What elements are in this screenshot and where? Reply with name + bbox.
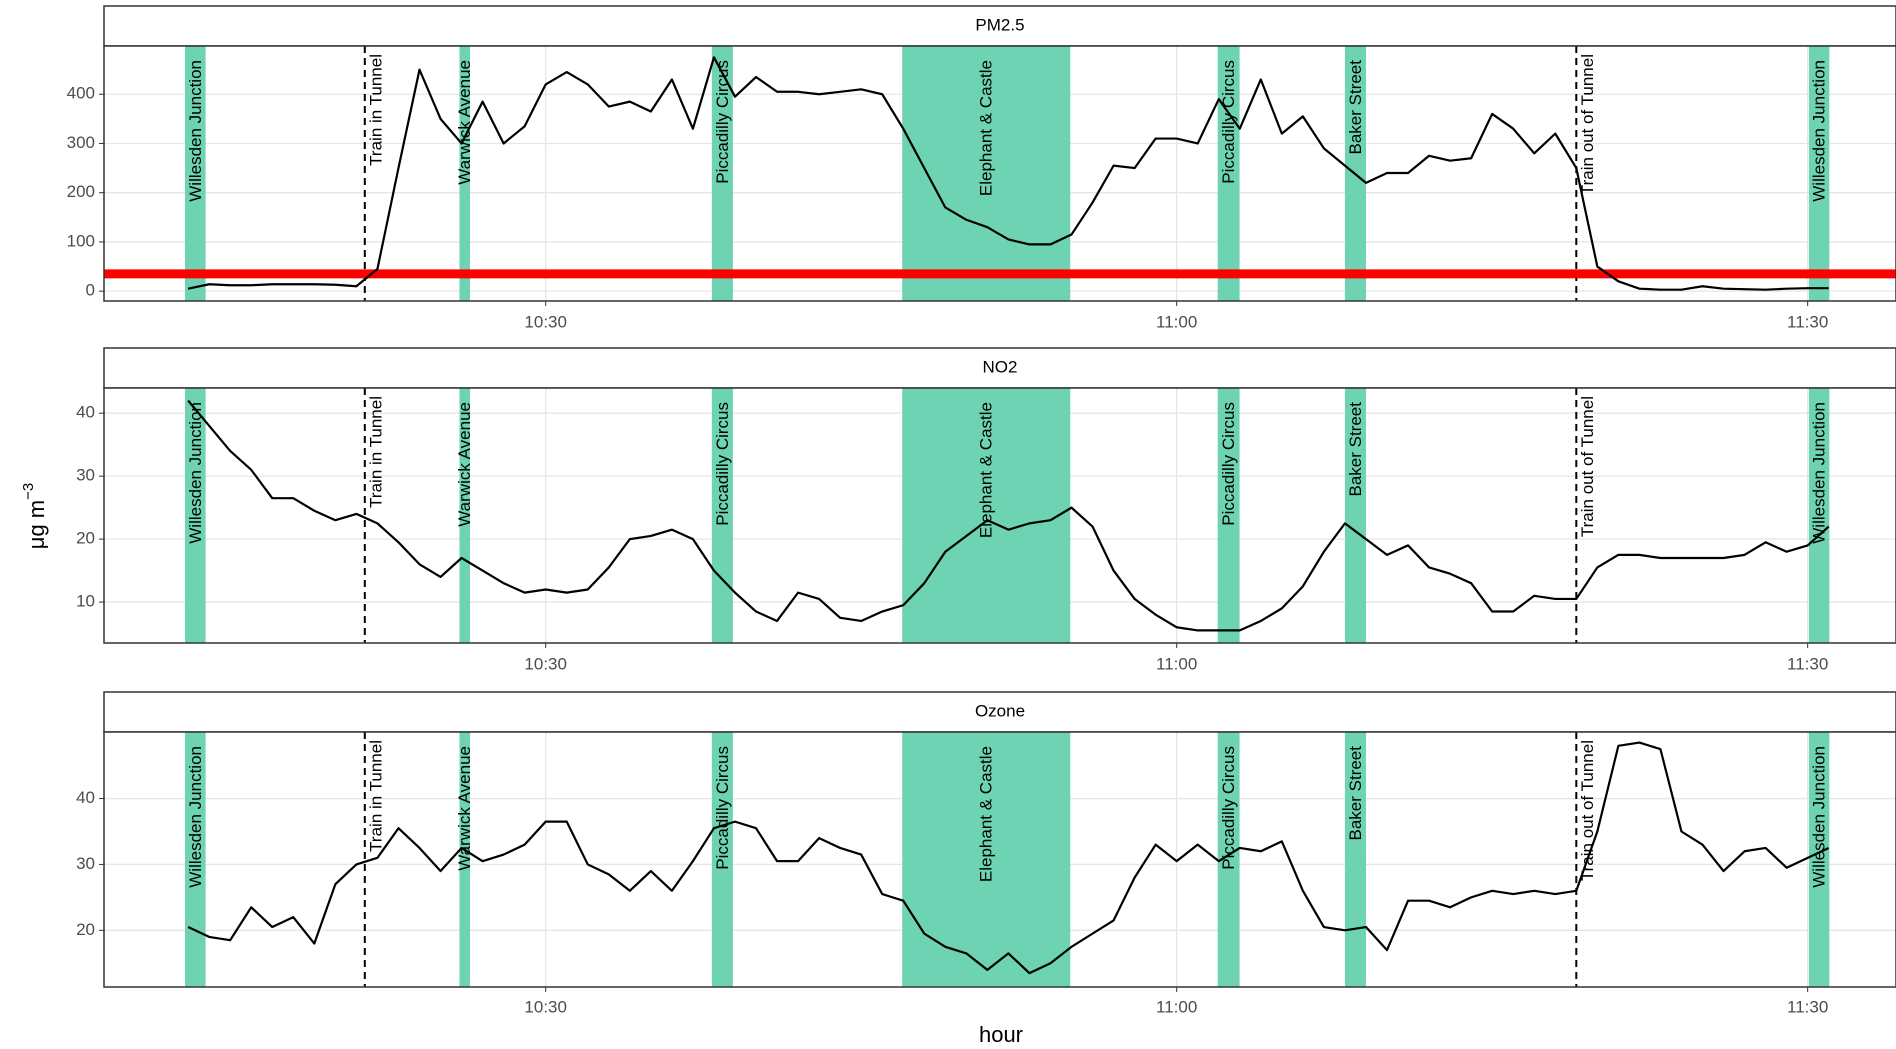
x-tick-label: 10:30: [524, 654, 567, 673]
x-tick-label: 11:30: [1787, 312, 1828, 331]
station-band: [459, 46, 470, 301]
station-label: Warwick Avenue: [455, 746, 474, 871]
station-band: [1217, 732, 1240, 987]
station-band: [1808, 388, 1830, 643]
station-label: Baker Street: [1346, 402, 1365, 497]
strip-title: NO2: [983, 357, 1018, 376]
station-label: Willesden Junction: [186, 746, 205, 888]
tunnel-label: Train in Tunnel: [366, 740, 385, 852]
panel-border: [103, 731, 1896, 988]
panel-border: [103, 45, 1896, 302]
station-band: [711, 388, 733, 643]
station-label: Piccadilly Circus: [713, 60, 732, 184]
tunnel-label: Train out of Tunnel: [1578, 396, 1597, 537]
x-tick-label: 10:30: [524, 312, 567, 331]
y-axis-label-sup: −3: [20, 483, 37, 500]
tunnel-label: Train out of Tunnel: [1578, 54, 1597, 195]
y-tick-label: 20: [76, 920, 95, 939]
station-label: Warwick Avenue: [455, 60, 474, 185]
station-band: [459, 732, 470, 987]
y-tick-label: 200: [67, 182, 95, 201]
station-band: [1808, 46, 1830, 301]
station-label: Baker Street: [1346, 746, 1365, 841]
y-tick-label: 30: [76, 466, 95, 485]
station-band: [711, 46, 733, 301]
x-tick-label: 11:00: [1156, 654, 1197, 673]
tunnel-label: Train out of Tunnel: [1578, 740, 1597, 881]
y-tick-label: 0: [86, 281, 95, 300]
y-tick-label: 40: [76, 788, 95, 807]
y-tick-label: 40: [76, 403, 95, 422]
x-tick-label: 11:30: [1787, 997, 1828, 1016]
station-label: Willesden Junction: [186, 60, 205, 202]
y-tick-label: 100: [67, 231, 95, 250]
station-band: [459, 388, 470, 643]
station-label: Willesden Junction: [1810, 402, 1829, 544]
station-label: Piccadilly Circus: [713, 746, 732, 870]
station-label: Willesden Junction: [1810, 60, 1829, 202]
x-axis-label: hour: [979, 1022, 1023, 1047]
station-band: [184, 732, 206, 987]
station-label: Elephant & Castle: [977, 402, 996, 538]
station-label: Piccadilly Circus: [1219, 402, 1238, 526]
strip-title: Ozone: [975, 701, 1025, 720]
station-band: [1344, 732, 1366, 987]
panel-border: [103, 387, 1896, 644]
station-label: Willesden Junction: [186, 402, 205, 544]
data-line: [187, 399, 1830, 632]
station-band: [184, 46, 206, 301]
station-band: [902, 388, 1071, 643]
x-tick-label: 10:30: [524, 997, 567, 1016]
x-tick-label: 11:00: [1156, 997, 1197, 1016]
station-band: [902, 732, 1071, 987]
y-tick-label: 400: [67, 84, 95, 103]
station-label: Elephant & Castle: [977, 60, 996, 196]
station-band: [184, 388, 206, 643]
strip: [103, 691, 1896, 733]
station-band: [902, 46, 1071, 301]
strip: [103, 5, 1896, 47]
strip: [103, 347, 1896, 389]
station-band: [1217, 46, 1240, 301]
data-line: [187, 741, 1830, 975]
strip-title: PM2.5: [975, 15, 1024, 34]
station-band: [1808, 732, 1830, 987]
data-line: [187, 56, 1829, 291]
x-tick-label: 11:30: [1787, 654, 1828, 673]
y-axis-label-text: μg m: [24, 500, 49, 549]
station-label: Piccadilly Circus: [713, 402, 732, 526]
station-band: [1217, 388, 1240, 643]
y-tick-label: 20: [76, 529, 95, 548]
station-label: Warwick Avenue: [455, 402, 474, 527]
x-tick-label: 11:00: [1156, 312, 1197, 331]
y-tick-label: 10: [76, 592, 95, 611]
station-label: Piccadilly Circus: [1219, 60, 1238, 184]
y-tick-label: 300: [67, 133, 95, 152]
y-axis-label: μg m−3: [20, 483, 49, 549]
station-band: [1344, 388, 1366, 643]
station-label: Willesden Junction: [1810, 746, 1829, 888]
station-band: [711, 732, 733, 987]
y-tick-label: 30: [76, 854, 95, 873]
tunnel-label: Train in Tunnel: [366, 54, 385, 166]
tunnel-label: Train in Tunnel: [366, 396, 385, 508]
station-label: Piccadilly Circus: [1219, 746, 1238, 870]
station-label: Elephant & Castle: [977, 746, 996, 882]
station-label: Baker Street: [1346, 60, 1365, 155]
